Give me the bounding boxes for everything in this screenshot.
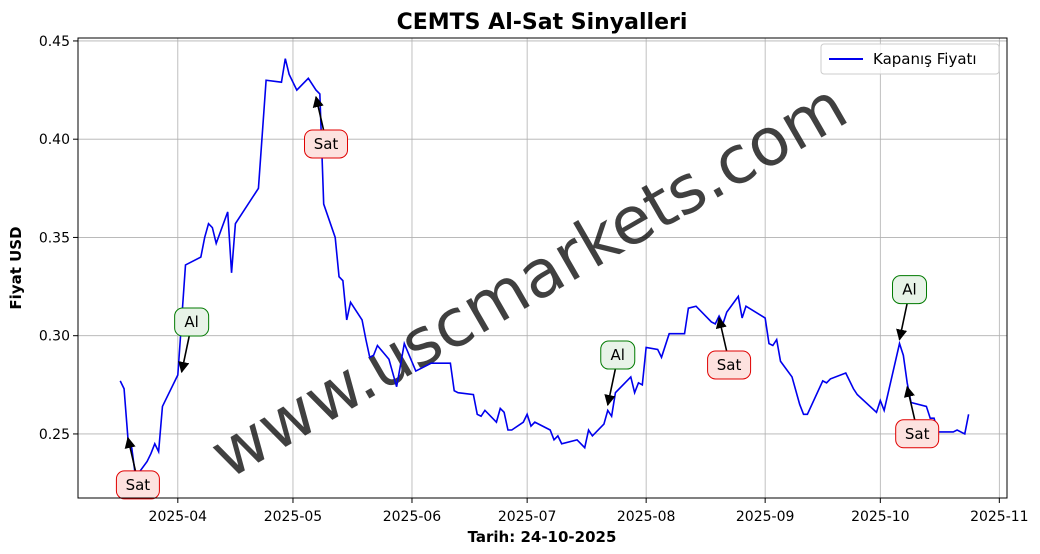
y-axis-label: Fiyat USD (7, 226, 25, 309)
annotation-arrow (312, 95, 325, 133)
annotation-box (707, 350, 752, 380)
annotation-box (174, 307, 210, 337)
x-tick-label: 2025-07 (498, 509, 557, 525)
annotation-box (600, 340, 636, 370)
annotation-label: Sat (126, 476, 151, 494)
annotation-box (115, 470, 160, 500)
y-tick-label: 0.35 (39, 230, 70, 246)
x-tick-label: 2025-06 (383, 509, 442, 525)
annotation-box (304, 129, 349, 159)
y-tick-label: 0.40 (39, 132, 70, 148)
annotation-label: Sat (314, 135, 339, 153)
x-tick-label: 2025-11 (970, 509, 1029, 525)
annotation-arrow (903, 385, 916, 422)
annotation-label: Al (611, 346, 625, 364)
x-tick-label: 2025-10 (851, 509, 910, 525)
annotation-box (895, 419, 940, 449)
x-tick-label: 2025-08 (617, 509, 676, 525)
annotation-label: Sat (905, 425, 930, 443)
legend-label: Kapanış Fiyatı (873, 50, 977, 68)
axes-frame (77, 37, 1008, 499)
y-tick-label: 0.25 (39, 427, 70, 443)
chart-title: CEMTS Al-Sat Sinyalleri (397, 10, 688, 35)
x-tick-label: 2025-09 (736, 509, 795, 525)
x-tick-label: 2025-05 (264, 509, 323, 525)
annotation-arrow (896, 301, 909, 341)
annotation-arrow (178, 333, 191, 374)
annotation-label: Al (902, 281, 916, 299)
x-tick-label: 2025-04 (149, 509, 208, 525)
legend-box (820, 43, 1000, 75)
y-tick-label: 0.30 (39, 329, 70, 345)
annotation-arrow (715, 316, 728, 354)
annotation-arrow (124, 436, 137, 474)
annotation-arrow (604, 366, 617, 407)
x-axis-label: Tarih: 24-10-2025 (468, 528, 617, 546)
price-line (119, 58, 970, 480)
y-tick-label: 0.45 (39, 34, 70, 50)
annotation-label: Al (184, 313, 198, 331)
annotation-box (892, 275, 928, 305)
annotation-label: Sat (717, 356, 742, 374)
